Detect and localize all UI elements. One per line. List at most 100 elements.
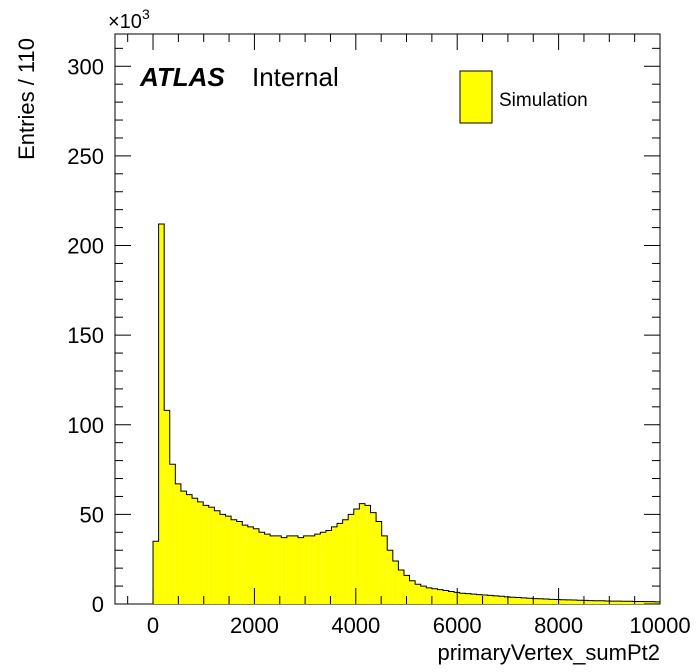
legend-swatch [459, 70, 493, 124]
histogram-bar [342, 519, 349, 604]
histogram-bar [537, 598, 544, 604]
histogram-bar [320, 532, 326, 604]
histogram-bar [560, 599, 566, 604]
y-multiplier-base: ×10 [108, 11, 142, 33]
histogram-bar [459, 593, 466, 604]
histogram-bar [236, 521, 243, 604]
histogram-bar [359, 503, 365, 604]
y-tick-label: 150 [67, 323, 104, 348]
histogram-bar [543, 598, 549, 604]
histogram-bar [615, 601, 622, 604]
histogram-bar [521, 597, 527, 604]
histogram-bar [387, 550, 393, 604]
y-tick-label: 50 [80, 502, 104, 527]
histogram-bar [192, 498, 198, 604]
y-tick-label: 100 [67, 413, 104, 438]
histogram-bar [376, 521, 382, 604]
histogram-bar [208, 507, 215, 604]
histogram-bar [309, 535, 315, 604]
y-tick-label: 300 [67, 54, 104, 79]
histogram-bar [286, 535, 293, 604]
x-axis-title: primaryVertex_sumPt2 [437, 640, 660, 665]
histogram-bar [242, 525, 248, 604]
histogram-bar [331, 526, 338, 604]
histogram-bar [214, 510, 220, 604]
histogram-bar [219, 514, 226, 604]
atlas-status: Internal [252, 62, 339, 92]
y-tick-label: 0 [92, 592, 104, 617]
histogram-bar [275, 535, 282, 604]
histogram-bar [180, 491, 187, 604]
y-multiplier: ×103 [108, 6, 150, 33]
histogram-bar [225, 516, 232, 604]
histogram-bar [247, 526, 254, 604]
histogram-bar [482, 595, 488, 604]
y-axis-ticks: 0 50 100 150 200 250 300 [67, 47, 660, 617]
histogram-bar [431, 588, 438, 604]
histogram-bar [632, 601, 639, 604]
histogram-bar [654, 601, 660, 604]
histogram-bar [588, 600, 594, 604]
x-tick-label: 4000 [331, 613, 380, 638]
histogram-bar [169, 464, 176, 604]
histogram-bar [281, 537, 287, 604]
histogram-bar [231, 519, 237, 604]
histogram-bar [582, 600, 589, 604]
histogram-bar [604, 600, 611, 604]
histogram-bar [158, 224, 165, 604]
histogram-bar [576, 600, 583, 604]
histogram-bar [470, 594, 477, 604]
histogram-bar [270, 535, 276, 604]
histogram-bar [504, 596, 510, 604]
histogram-bar [314, 534, 321, 604]
histogram-bar [599, 600, 605, 604]
histogram-bar [493, 595, 499, 604]
x-tick-label: 8000 [534, 613, 583, 638]
y-tick-label: 250 [67, 144, 104, 169]
histogram-bar [649, 601, 655, 604]
histogram-bar [264, 534, 271, 604]
histogram-bar [153, 541, 159, 604]
histogram-bar [426, 587, 432, 604]
histogram-bar [610, 601, 616, 604]
histogram-bar [303, 535, 310, 604]
histogram-bar [364, 505, 371, 604]
histogram-bars [152, 223, 661, 604]
histogram-bar [409, 580, 416, 604]
histogram-bar [392, 560, 399, 604]
histogram-bar [448, 591, 455, 604]
histogram-bar [443, 590, 449, 604]
histogram-bar [370, 512, 377, 604]
histogram-bar [175, 483, 181, 604]
histogram-bar [353, 509, 360, 604]
y-axis-title: Entries / 110 [14, 38, 39, 160]
histogram-bar [258, 532, 265, 604]
histogram-bar [643, 601, 650, 604]
histogram-bar [548, 599, 555, 604]
histogram-bar [498, 596, 505, 604]
histogram-bar [348, 514, 354, 604]
histogram-bar [437, 589, 444, 604]
histogram-bar [487, 595, 494, 604]
histogram-bar [532, 598, 538, 604]
histogram-bar [325, 530, 332, 604]
histogram-bar [186, 494, 193, 604]
histogram-bar [292, 535, 299, 604]
y-multiplier-exponent: 3 [142, 6, 150, 22]
histogram-outline [152, 223, 661, 604]
histogram-bar [403, 575, 410, 604]
histogram-bar [253, 528, 259, 604]
x-tick-label: 6000 [433, 613, 482, 638]
histogram-bar [509, 597, 516, 604]
histogram-bar [197, 501, 204, 604]
histogram-bar [337, 523, 343, 604]
histogram-bar [203, 505, 209, 604]
histogram-bar [415, 584, 421, 604]
histogram-bar [593, 600, 600, 604]
x-tick-label: 0 [147, 613, 159, 638]
histogram-bar [398, 569, 404, 604]
x-tick-label: 2000 [230, 613, 279, 638]
histogram-bar [476, 594, 483, 604]
histogram-bar [381, 535, 388, 604]
